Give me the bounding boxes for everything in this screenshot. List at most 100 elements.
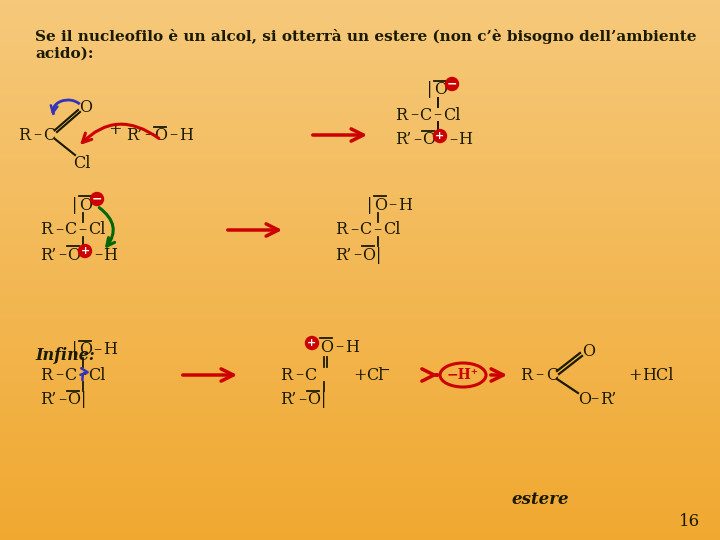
- Bar: [0, 199, 720, 200]
- Bar: [0, 322, 720, 323]
- Bar: [0, 40, 720, 41]
- Bar: [0, 141, 720, 142]
- Bar: [0, 498, 720, 499]
- Text: C: C: [546, 367, 558, 383]
- Bar: [0, 24, 720, 25]
- Bar: [0, 433, 720, 434]
- Text: –: –: [55, 367, 63, 383]
- Bar: [0, 392, 720, 393]
- Bar: [0, 215, 720, 216]
- Text: Cl: Cl: [88, 367, 106, 383]
- Bar: [0, 375, 720, 376]
- Bar: [0, 242, 720, 243]
- Text: Se il nucleofilo è un alcol, si otterrà un estere (non c’è bisogno dell’ambiente: Se il nucleofilo è un alcol, si otterrà …: [35, 29, 696, 60]
- Bar: [0, 189, 720, 190]
- Bar: [0, 363, 720, 364]
- Bar: [0, 531, 720, 532]
- Bar: [0, 171, 720, 172]
- Text: –: –: [295, 367, 303, 383]
- Bar: [0, 302, 720, 303]
- Bar: [0, 515, 720, 516]
- Bar: [0, 76, 720, 77]
- Bar: [0, 155, 720, 156]
- Bar: [0, 514, 720, 515]
- Text: R: R: [40, 221, 52, 239]
- Bar: [0, 94, 720, 95]
- Bar: [0, 177, 720, 178]
- Bar: [0, 15, 720, 16]
- Bar: [0, 293, 720, 294]
- Bar: [0, 312, 720, 313]
- Bar: [0, 321, 720, 322]
- Text: O: O: [79, 341, 92, 359]
- Bar: [0, 225, 720, 226]
- Bar: [0, 290, 720, 291]
- Bar: [0, 537, 720, 538]
- Bar: [0, 348, 720, 349]
- Bar: [0, 157, 720, 158]
- Text: |: |: [427, 82, 433, 98]
- Bar: [0, 536, 720, 537]
- Bar: [0, 264, 720, 265]
- Bar: [0, 268, 720, 269]
- Bar: [0, 156, 720, 157]
- Bar: [0, 39, 720, 40]
- Text: –: –: [373, 221, 381, 239]
- Bar: [0, 364, 720, 365]
- Bar: [0, 278, 720, 279]
- Bar: [0, 493, 720, 494]
- Text: C: C: [64, 221, 76, 239]
- Bar: [0, 186, 720, 187]
- Bar: [0, 299, 720, 300]
- Bar: [0, 376, 720, 377]
- Bar: [0, 332, 720, 333]
- Bar: [0, 518, 720, 519]
- Bar: [0, 77, 720, 78]
- Bar: [0, 428, 720, 429]
- Text: O: O: [374, 197, 387, 213]
- Text: –: –: [169, 126, 177, 144]
- Bar: [0, 4, 720, 5]
- Bar: [0, 354, 720, 355]
- Text: C: C: [304, 367, 316, 383]
- Bar: [0, 85, 720, 86]
- Bar: [0, 190, 720, 191]
- Bar: [0, 385, 720, 386]
- Bar: [0, 446, 720, 447]
- Bar: [0, 79, 720, 80]
- Bar: [0, 320, 720, 321]
- Bar: [0, 300, 720, 301]
- Bar: [0, 476, 720, 477]
- Bar: [0, 99, 720, 100]
- Bar: [0, 402, 720, 403]
- Bar: [0, 168, 720, 169]
- Bar: [0, 343, 720, 344]
- Circle shape: [91, 192, 104, 206]
- Bar: [0, 230, 720, 231]
- Text: R: R: [520, 367, 532, 383]
- Bar: [0, 281, 720, 282]
- Bar: [0, 60, 720, 61]
- Bar: [0, 13, 720, 14]
- Bar: [0, 309, 720, 310]
- Bar: [0, 49, 720, 50]
- Bar: [0, 535, 720, 536]
- Bar: [0, 192, 720, 193]
- Bar: [0, 319, 720, 320]
- Text: –: –: [94, 246, 102, 264]
- Bar: [0, 504, 720, 505]
- Bar: [0, 71, 720, 72]
- Bar: [0, 329, 720, 330]
- Bar: [0, 61, 720, 62]
- Bar: [0, 408, 720, 409]
- Bar: [0, 0, 720, 1]
- Bar: [0, 175, 720, 176]
- Bar: [0, 413, 720, 414]
- Bar: [0, 89, 720, 90]
- Text: Cl: Cl: [88, 221, 106, 239]
- Bar: [0, 159, 720, 160]
- Bar: [0, 311, 720, 312]
- Bar: [0, 511, 720, 512]
- Bar: [0, 198, 720, 199]
- Bar: [0, 53, 720, 54]
